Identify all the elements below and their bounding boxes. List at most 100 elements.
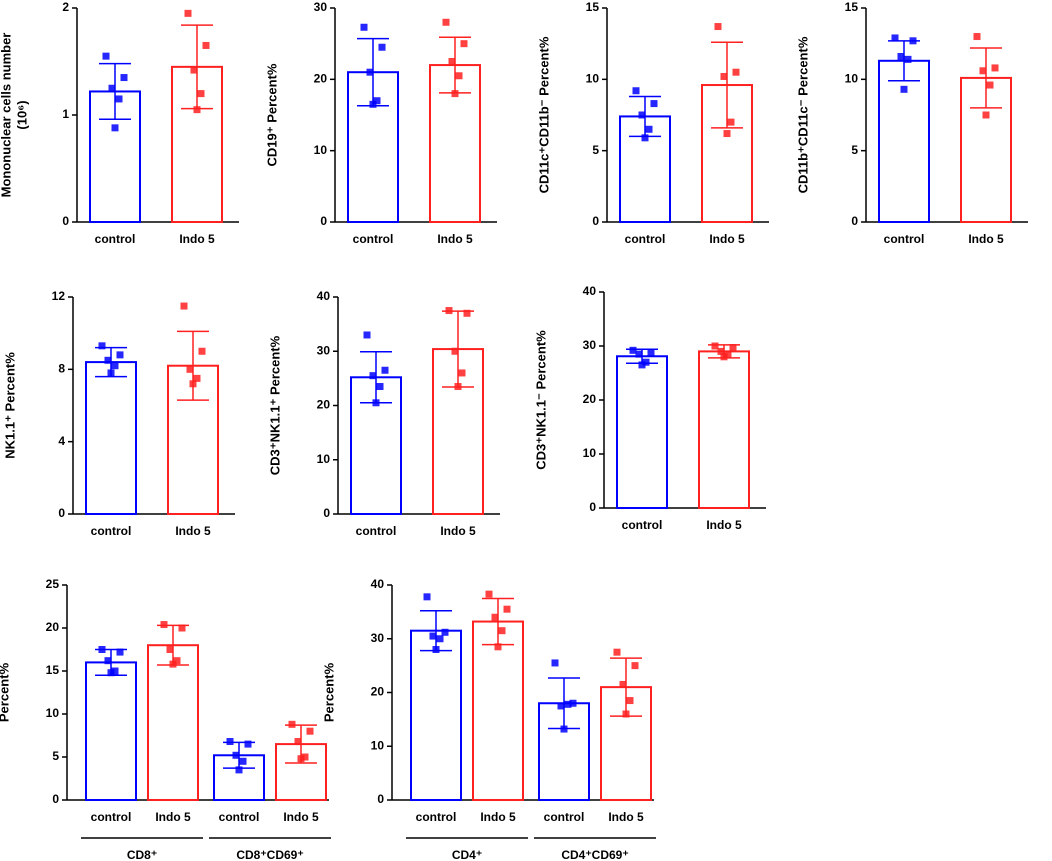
panel: 0 10 20 30 40 Percent% control Indo 5 control Ind… <box>321 577 656 861</box>
data-point <box>503 605 511 613</box>
data-point <box>720 353 728 361</box>
data-point <box>202 41 210 49</box>
data-point <box>973 33 981 41</box>
data-point <box>551 659 559 667</box>
data-point <box>458 369 466 377</box>
data-point <box>460 40 468 48</box>
y-tick-label: 30 <box>314 0 328 14</box>
data-point <box>436 635 444 643</box>
data-point <box>107 669 115 677</box>
y-tick-label: 8 <box>58 362 65 376</box>
y-tick-label: 0 <box>589 500 596 514</box>
data-point <box>306 727 314 735</box>
data-point <box>98 646 106 653</box>
y-tick-label: 0 <box>377 792 384 806</box>
bar <box>878 59 930 223</box>
bar <box>616 355 668 510</box>
data-point <box>116 648 124 656</box>
x-tick-label: control <box>544 810 585 824</box>
bar <box>85 361 137 515</box>
x-tick-label: control <box>884 232 925 246</box>
data-point <box>647 348 655 356</box>
y-tick-label: 20 <box>317 398 331 412</box>
data-point <box>366 68 374 76</box>
y-tick-label: 0 <box>323 506 330 520</box>
y-tick-label: 2 <box>62 0 69 14</box>
y-tick-label: 4 <box>58 434 65 448</box>
data-point <box>98 342 106 350</box>
data-point <box>381 366 389 374</box>
data-point <box>909 37 917 45</box>
data-point <box>631 662 639 670</box>
data-point <box>560 725 568 733</box>
bar <box>147 644 199 802</box>
y-tick-label: 40 <box>371 577 385 591</box>
data-point <box>442 18 450 26</box>
y-tick-label: 25 <box>46 577 60 591</box>
x-tick-label: Indo 5 <box>608 810 644 824</box>
x-tick-label: control <box>356 524 397 538</box>
y-axis-label: CD11b⁺CD11c⁻ Percent% <box>795 36 810 193</box>
data-point <box>982 111 990 119</box>
data-point <box>613 648 621 656</box>
data-point <box>301 753 309 761</box>
data-point <box>190 66 198 74</box>
data-point <box>463 309 471 317</box>
y-tick-label: 0 <box>851 214 858 228</box>
data-point <box>485 590 493 598</box>
data-point <box>638 361 646 369</box>
data-point <box>423 593 431 601</box>
data-point <box>454 383 462 391</box>
y-tick-label: 15 <box>845 0 859 14</box>
data-point <box>226 738 234 746</box>
data-point <box>619 680 627 688</box>
y-axis-label: CD11c⁺CD11b⁻ Percent% <box>536 36 551 193</box>
data-point <box>714 23 722 31</box>
data-point <box>429 632 437 640</box>
data-point <box>363 331 371 339</box>
x-tick-label: Indo 5 <box>283 810 319 824</box>
data-point <box>372 399 380 407</box>
data-point <box>297 755 305 763</box>
y-axis-label: Percent% <box>0 662 11 722</box>
group-label: CD8⁺CD69⁺ <box>236 848 303 861</box>
y-tick-label: 10 <box>314 143 328 157</box>
x-tick-label: control <box>416 810 457 824</box>
data-point <box>723 130 731 138</box>
data-point <box>494 643 502 651</box>
data-point <box>169 660 177 668</box>
data-point <box>900 85 908 93</box>
data-point <box>108 84 116 92</box>
data-point <box>184 9 192 17</box>
data-point <box>626 697 634 705</box>
y-tick-label: 5 <box>52 749 59 763</box>
y-axis-label: NK1.1⁺ Percent% <box>2 352 17 459</box>
data-point <box>569 699 577 707</box>
bar <box>698 350 750 509</box>
data-point <box>104 356 112 364</box>
y-tick-label: 1 <box>62 107 69 121</box>
data-point <box>732 68 740 76</box>
data-point <box>115 95 123 103</box>
data-point <box>498 627 506 635</box>
y-tick-label: 30 <box>371 631 385 645</box>
y-tick-label: 20 <box>583 392 597 406</box>
data-point <box>638 111 646 119</box>
panel: 0 10 20 30 40 CD3⁺NK1.1⁺ Percent% control Indo … <box>267 289 500 538</box>
y-axis-label: Percent% <box>321 662 336 722</box>
data-point <box>288 720 296 728</box>
x-tick-label: Indo 5 <box>175 524 211 538</box>
group-label: CD8⁺ <box>127 848 157 861</box>
data-point <box>186 365 194 373</box>
data-point <box>239 757 247 765</box>
data-point <box>455 72 463 80</box>
y-axis-label: (10⁶) <box>14 100 29 129</box>
data-point <box>441 628 449 636</box>
data-point <box>629 346 637 354</box>
data-point <box>193 106 201 114</box>
x-tick-label: Indo 5 <box>968 232 1004 246</box>
panel: 0 5 10 15 CD11b⁺CD11c⁻ Percent% control Indo 5 <box>795 0 1028 246</box>
data-point <box>102 52 110 60</box>
x-tick-label: Indo 5 <box>709 232 745 246</box>
